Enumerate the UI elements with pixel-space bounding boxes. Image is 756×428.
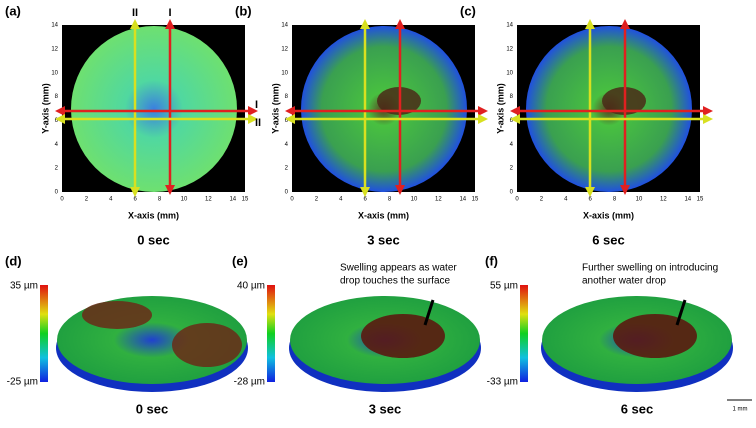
x-axis-title: X-axis (mm) <box>583 210 634 220</box>
y-tick-label: 0 <box>55 190 59 196</box>
y-tick-label: 4 <box>55 142 59 148</box>
y-tick-label: 8 <box>55 94 59 100</box>
y-tick-label: 14 <box>51 23 58 29</box>
line-label: II <box>132 7 138 19</box>
line-label: I <box>168 7 171 19</box>
y-axis-title: Y-axis (mm) <box>270 83 280 134</box>
x-tick-label: 12 <box>205 197 212 203</box>
time-caption: 6 sec <box>592 232 625 247</box>
line-label: I <box>255 99 258 111</box>
x-tick-label: 15 <box>697 197 704 203</box>
panel-label: (a) <box>5 3 21 18</box>
time-caption: 0 sec <box>137 232 170 247</box>
colorbar-min: -28 µm <box>234 377 265 388</box>
x-tick-label: 4 <box>339 197 343 203</box>
x-tick-label: 15 <box>472 197 479 203</box>
colorbar-min: -33 µm <box>487 377 518 388</box>
y-tick-label: 2 <box>510 166 514 172</box>
x-tick-label: 8 <box>388 197 392 203</box>
y-tick-label: 8 <box>510 94 514 100</box>
y-tick-label: 10 <box>506 70 513 76</box>
y-tick-label: 10 <box>51 70 58 76</box>
time-caption: 0 sec <box>136 401 169 416</box>
panel-label: (b) <box>235 3 252 18</box>
annotation: Swelling appears as water <box>340 263 457 274</box>
panel-label: (d) <box>5 253 22 268</box>
swelling-region <box>361 314 445 358</box>
y-tick-label: 8 <box>285 94 289 100</box>
y-axis-title: Y-axis (mm) <box>495 83 505 134</box>
y-tick-label: 4 <box>510 142 514 148</box>
x-tick-label: 0 <box>515 197 519 203</box>
x-tick-label: 10 <box>181 197 188 203</box>
y-tick-label: 0 <box>285 190 289 196</box>
colorbar-min: -25 µm <box>7 377 38 388</box>
x-tick-label: 2 <box>315 197 319 203</box>
x-tick-label: 10 <box>636 197 643 203</box>
annotation: drop touches the surface <box>340 276 451 287</box>
y-tick-label: 14 <box>506 23 513 29</box>
swelling-region <box>172 323 242 367</box>
x-axis-title: X-axis (mm) <box>358 210 409 220</box>
y-tick-label: 6 <box>285 118 289 124</box>
panel-label: (c) <box>460 3 476 18</box>
y-tick-label: 10 <box>281 70 288 76</box>
x-tick-label: 14 <box>229 197 236 203</box>
y-tick-label: 2 <box>285 166 289 172</box>
y-tick-label: 12 <box>506 46 513 52</box>
x-tick-label: 0 <box>60 197 64 203</box>
x-tick-label: 4 <box>564 197 568 203</box>
x-tick-label: 15 <box>242 197 249 203</box>
colorbar-max: 55 µm <box>490 281 518 292</box>
y-axis-title: Y-axis (mm) <box>40 83 50 134</box>
y-tick-label: 14 <box>281 23 288 29</box>
x-tick-label: 4 <box>109 197 113 203</box>
x-tick-label: 14 <box>459 197 466 203</box>
pointer <box>423 299 435 326</box>
x-tick-label: 2 <box>85 197 89 203</box>
y-tick-label: 12 <box>281 46 288 52</box>
x-tick-label: 8 <box>158 197 162 203</box>
x-tick-label: 14 <box>684 197 691 203</box>
annotation: Further swelling on introducing <box>582 263 718 274</box>
line-label: II <box>255 117 261 129</box>
time-caption: 3 sec <box>369 401 402 416</box>
x-tick-label: 0 <box>290 197 294 203</box>
swelling-region <box>82 301 152 329</box>
y-tick-label: 4 <box>285 142 289 148</box>
y-tick-label: 6 <box>55 118 59 124</box>
y-tick-label: 2 <box>55 166 59 172</box>
panel-label: (f) <box>485 253 498 268</box>
x-tick-label: 12 <box>660 197 667 203</box>
color-bar <box>40 285 48 382</box>
color-bar <box>520 285 528 382</box>
y-tick-label: 12 <box>51 46 58 52</box>
x-tick-label: 6 <box>364 197 368 203</box>
time-caption: 6 sec <box>621 401 654 416</box>
x-tick-label: 6 <box>134 197 138 203</box>
scale-bar-label: 1 mm <box>733 407 748 413</box>
height-map <box>71 26 237 192</box>
colorbar-max: 40 µm <box>237 281 265 292</box>
x-tick-label: 8 <box>613 197 617 203</box>
x-axis-title: X-axis (mm) <box>128 210 179 220</box>
panel-label: (e) <box>232 253 248 268</box>
swelling-region <box>613 314 697 358</box>
colorbar-max: 35 µm <box>10 281 38 292</box>
annotation: another water drop <box>582 276 666 287</box>
x-tick-label: 12 <box>435 197 442 203</box>
y-tick-label: 6 <box>510 118 514 124</box>
x-tick-label: 10 <box>411 197 418 203</box>
x-tick-label: 2 <box>540 197 544 203</box>
color-bar <box>267 285 275 382</box>
y-tick-label: 0 <box>510 190 514 196</box>
pointer <box>675 299 687 326</box>
x-tick-label: 6 <box>589 197 593 203</box>
time-caption: 3 sec <box>367 232 400 247</box>
